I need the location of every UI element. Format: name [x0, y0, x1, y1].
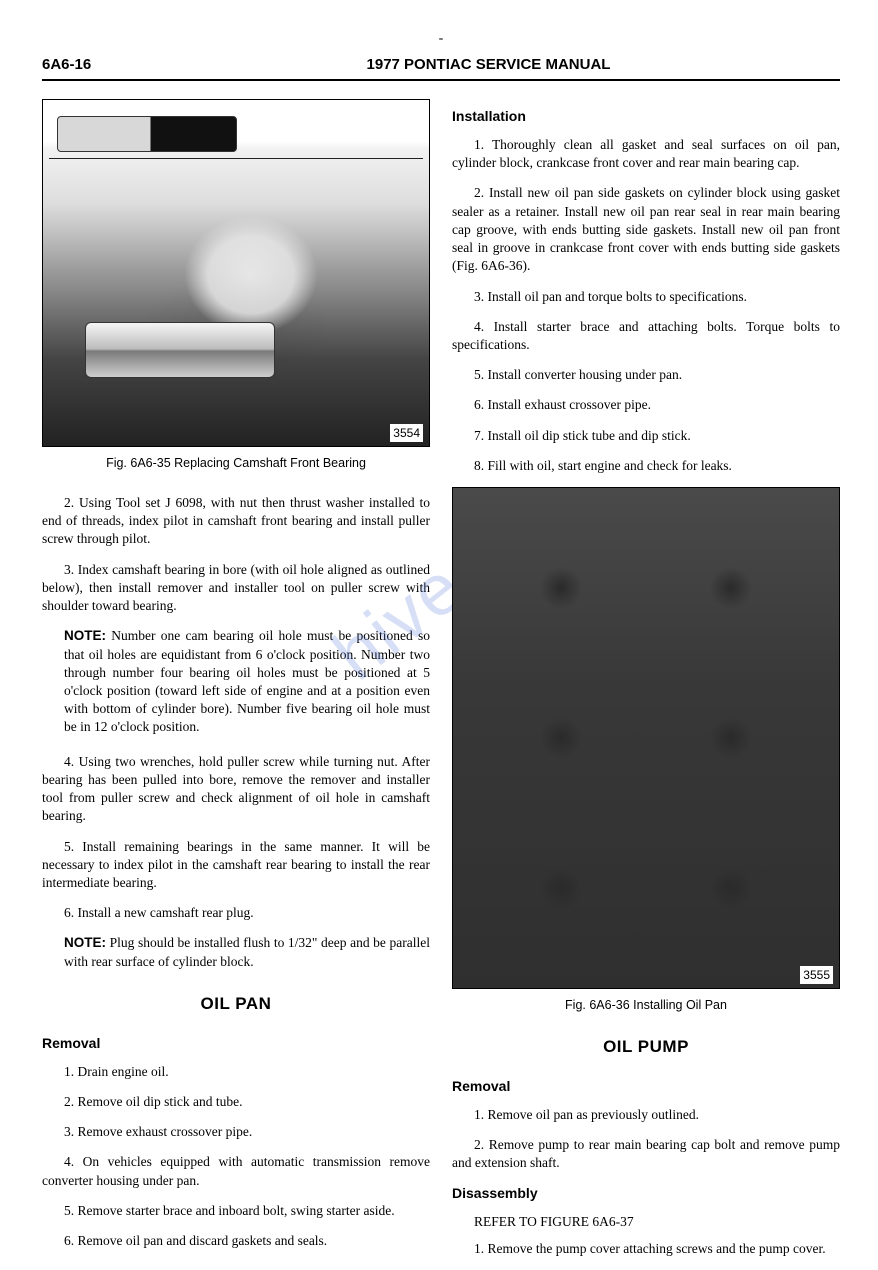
figure-36-caption: Fig. 6A6-36 Installing Oil Pan	[452, 997, 840, 1014]
left-column: 3554 Fig. 6A6-35 Replacing Camshaft Fron…	[42, 99, 430, 1270]
manual-title: 1977 PONTIAC SERVICE MANUAL	[137, 55, 840, 75]
install-step-1: 1. Thoroughly clean all gasket and seal …	[452, 136, 840, 172]
removal-step-4: 4. On vehicles equipped with automatic t…	[42, 1153, 430, 1189]
removal-step-5: 5. Remove starter brace and inboard bolt…	[42, 1202, 430, 1220]
pump-removal-step-2: 2. Remove pump to rear main bearing cap …	[452, 1136, 840, 1172]
two-column-layout: 3554 Fig. 6A6-35 Replacing Camshaft Fron…	[42, 99, 840, 1270]
note-label: NOTE:	[64, 935, 106, 950]
removal-step-2: 2. Remove oil dip stick and tube.	[42, 1093, 430, 1111]
step-2-text: 2. Using Tool set J 6098, with nut then …	[42, 494, 430, 549]
right-column: Installation 1. Thoroughly clean all gas…	[452, 99, 840, 1270]
figure-cylinder-tool	[85, 322, 275, 378]
step-4-text: 4. Using two wrenches, hold puller screw…	[42, 753, 430, 826]
disassembly-step-1: 1. Remove the pump cover attaching screw…	[452, 1240, 840, 1258]
note-bearing-position: NOTE: Number one cam bearing oil hole mu…	[64, 627, 430, 736]
install-step-2: 2. Install new oil pan side gaskets on c…	[452, 184, 840, 275]
removal-subheading: Removal	[42, 1034, 430, 1053]
removal-step-1: 1. Drain engine oil.	[42, 1063, 430, 1081]
removal-step-6: 6. Remove oil pan and discard gaskets an…	[42, 1232, 430, 1250]
top-dash-mark: -	[42, 30, 840, 49]
figure-id-3554: 3554	[390, 424, 423, 442]
figure-6a6-36: 3555	[452, 487, 840, 989]
note-plug-install: NOTE: Plug should be installed flush to …	[64, 934, 430, 970]
removal-step-3: 3. Remove exhaust crossover pipe.	[42, 1123, 430, 1141]
install-step-4: 4. Install starter brace and attaching b…	[452, 318, 840, 354]
figure-tool-illustration	[57, 116, 237, 152]
figure-6a6-35: 3554	[42, 99, 430, 447]
pump-removal-subheading: Removal	[452, 1077, 840, 1096]
install-step-6: 6. Install exhaust crossover pipe.	[452, 396, 840, 414]
install-step-5: 5. Install converter housing under pan.	[452, 366, 840, 384]
figure-divider-line	[49, 158, 423, 159]
pump-removal-step-1: 1. Remove oil pan as previously outlined…	[452, 1106, 840, 1124]
figure-35-caption: Fig. 6A6-35 Replacing Camshaft Front Bea…	[42, 455, 430, 472]
refer-figure-text: REFER TO FIGURE 6A6-37	[474, 1213, 840, 1231]
step-3-text: 3. Index camshaft bearing in bore (with …	[42, 561, 430, 616]
installation-subheading: Installation	[452, 107, 840, 126]
oil-pan-heading: OIL PAN	[42, 993, 430, 1016]
page-header: 6A6-16 1977 PONTIAC SERVICE MANUAL	[42, 55, 840, 81]
note-text: Number one cam bearing oil hole must be …	[64, 628, 430, 734]
step-6-text: 6. Install a new camshaft rear plug.	[42, 904, 430, 922]
step-5-text: 5. Install remaining bearings in the sam…	[42, 838, 430, 893]
note-label: NOTE:	[64, 628, 106, 643]
disassembly-subheading: Disassembly	[452, 1184, 840, 1203]
install-step-7: 7. Install oil dip stick tube and dip st…	[452, 427, 840, 445]
install-step-3: 3. Install oil pan and torque bolts to s…	[452, 288, 840, 306]
oil-pump-heading: OIL PUMP	[452, 1036, 840, 1059]
install-step-8: 8. Fill with oil, start engine and check…	[452, 457, 840, 475]
figure-id-3555: 3555	[800, 966, 833, 984]
note-text: Plug should be installed flush to 1/32" …	[64, 935, 430, 968]
